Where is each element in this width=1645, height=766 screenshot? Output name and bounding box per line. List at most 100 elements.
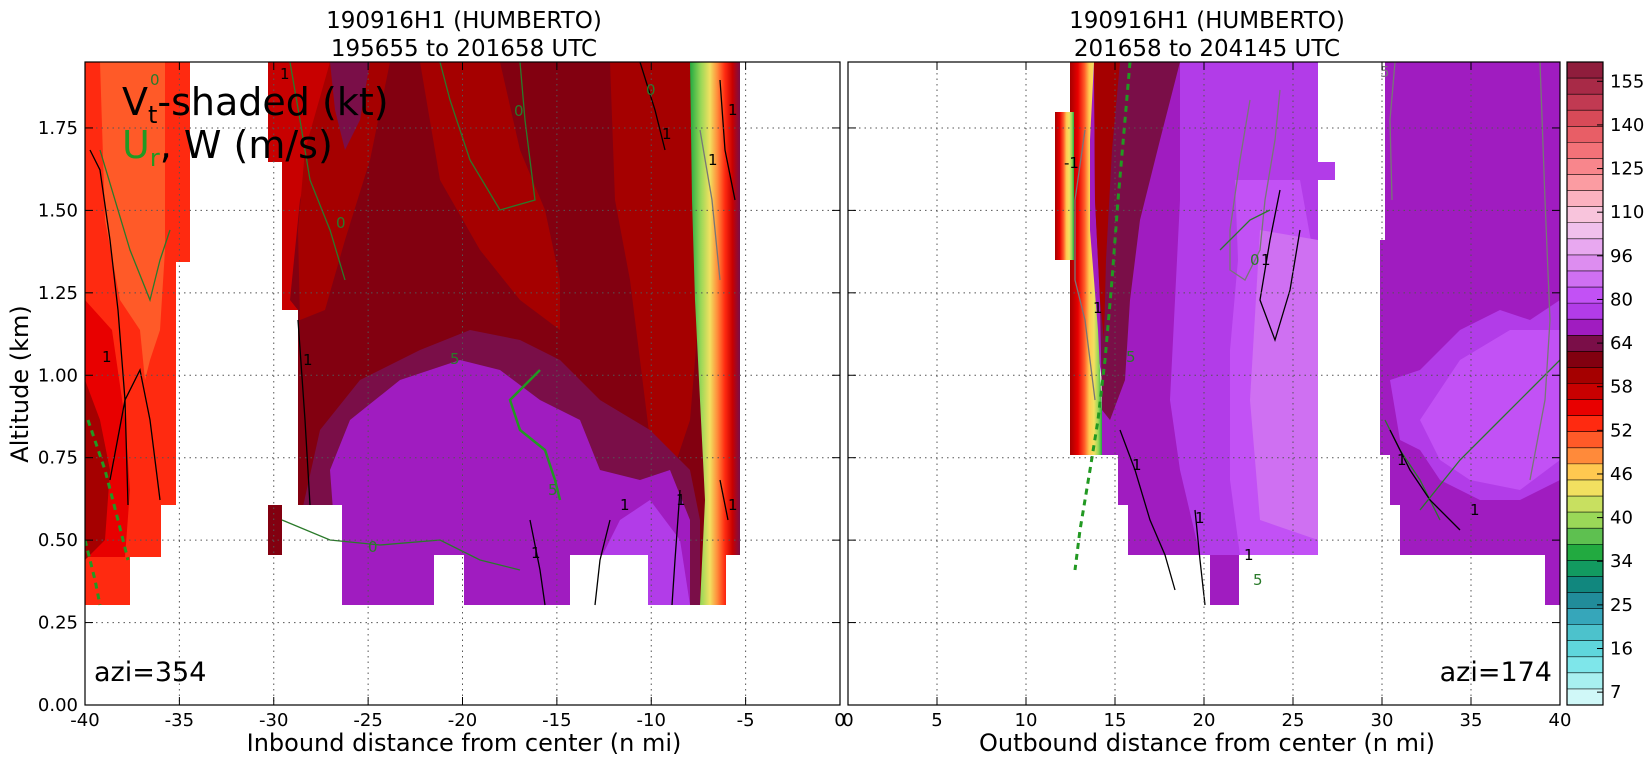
right-azi-annotation: azi=174 [1440,657,1552,688]
colorbar-swatch [1567,126,1603,143]
contour-label: 1 [1195,509,1205,527]
field-region [330,360,690,605]
y-tick-label: 1.75 [38,118,78,139]
contour-line [89,149,129,506]
contour-label: 0 [514,102,524,120]
right-xlabel: Outbound distance from center (n mi) [979,729,1435,757]
contour-line [1529,62,1551,481]
contour-label: 1 [280,65,290,83]
contour-line [1389,429,1461,531]
contour-line [719,79,736,201]
no-data-mask [268,162,282,312]
colorbar-tick-label: 16 [1610,639,1633,660]
contour-line [639,62,666,151]
contour-label: 1 [708,151,718,169]
x-tick-label: -10 [637,710,666,731]
contour-line [1229,89,1281,281]
colorbar-swatch [1567,528,1603,545]
colorbar-swatch [1567,447,1603,465]
field-region [1055,112,1074,260]
contour-label: 5 [1126,348,1136,366]
colorbar-swatch [1567,512,1603,529]
legend-ur-symbol: U [122,123,150,167]
contour-line [1389,62,1396,201]
no-data-mask [1055,260,1070,705]
colorbar-frame [1566,61,1604,706]
contour-label: 1 [1470,501,1480,519]
contour-line [99,149,171,303]
field-region [690,62,740,605]
y-tick-label: 1.25 [38,283,78,304]
x-tick-label: 0 [834,710,845,731]
colorbar-swatch [1567,319,1603,336]
colorbar-swatch [1567,335,1603,352]
colorbar-tick-label: 46 [1610,464,1633,485]
field-region [1094,62,1120,340]
ylabel: Altitude (km) [6,305,34,462]
colorbar-swatch [1567,62,1603,79]
contour-line [297,319,311,506]
left-title-line1: 190916H1 (HUMBERTO) [326,8,602,34]
contour-line [508,369,562,501]
x-tick-label: 40 [1549,710,1572,731]
colorbar-swatch [1567,576,1603,593]
contour-line [1073,62,1132,571]
colorbar-tick-label: 40 [1610,508,1633,529]
contour-labels: -1 1 5 1 1 1 5 0 1 5 1 1 [1064,63,1480,589]
contour-label: 1 [531,544,541,562]
field-region [1250,230,1318,540]
x-tick-label: 5 [931,710,942,731]
field-region [420,62,560,330]
contour-label: 1 [303,351,313,369]
x-tick-label: -5 [737,710,755,731]
contour-line [1419,359,1560,511]
contour-label: 1 [102,348,112,366]
x-tick-label: 20 [1193,710,1216,731]
colorbar-swatch [1567,399,1603,417]
colorbar-swatch [1567,656,1603,674]
field-region [100,62,165,380]
no-data-mask [190,62,268,272]
contour-label: 1 [662,125,672,143]
colorbar-tick-label: 140 [1610,115,1644,136]
field-region [298,62,390,320]
colorbar-swatch [1567,608,1603,626]
right-title-line1: 190916H1 (HUMBERTO) [1069,8,1345,34]
colorbar-swatch [1567,254,1603,272]
field-region [610,62,700,480]
colorbar-swatch [1567,206,1603,224]
colorbar-tick-label: 52 [1610,420,1633,441]
colorbar: 155 140 125 110 96 80 64 58 52 46 40 34 25 16 7 [1566,61,1644,706]
right-title-line2: 201658 to 204145 UTC [1074,36,1340,62]
x-tick-label: -30 [259,710,288,731]
legend-vt-rest: -shaded (kt) [157,80,388,124]
contour-line [289,62,346,281]
colorbar-swatch [1567,544,1603,561]
y-tick-label: 0.50 [38,530,78,551]
contour-label: 5 [548,481,558,499]
contour-label: 1 [1261,251,1271,269]
colorbar-swatch [1567,238,1603,256]
colorbar-tick-label: 25 [1610,595,1633,616]
colorbar-swatch [1567,270,1603,288]
colorbar-swatch [1567,640,1603,658]
no-data-mask [848,62,1055,705]
contour-label: 1 [1244,546,1254,564]
no-data-mask [85,605,840,705]
contours [85,62,736,606]
left-ticks: -40 -35 -30 -25 -20 -15 -10 -5 0 0.00 0.25 0.50 0.75… [38,62,846,731]
legend-ur-sub: r [150,144,160,172]
y-tick-label: 1.50 [38,200,78,221]
x-tick-label: -40 [70,710,99,731]
colorbar-swatch [1567,415,1603,433]
colorbar-tick-label: 125 [1610,159,1644,180]
no-data-mask [740,62,840,705]
contour-line [699,129,721,281]
left-azi-annotation: azi=354 [94,657,206,688]
contours [1073,62,1560,606]
contour-label: 0 [368,538,378,556]
colorbar-swatch [1567,479,1603,497]
colorbar-swatch [1567,351,1603,368]
colorbar-swatch [1567,672,1603,690]
